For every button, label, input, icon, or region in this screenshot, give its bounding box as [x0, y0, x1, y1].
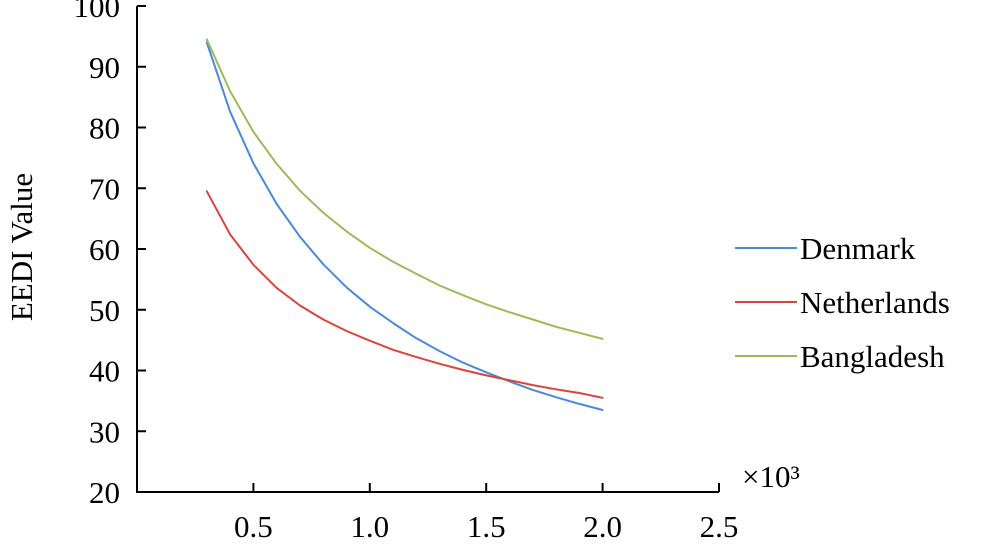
legend-label-denmark: Denmark	[800, 231, 916, 266]
x-tick-label: 1.0	[350, 509, 389, 544]
y-tick-label: 70	[89, 171, 120, 206]
y-tick-label: 60	[89, 232, 120, 267]
y-axis-ticks: 20 30 40 50 60 70 80 90 100	[74, 0, 146, 510]
legend: Denmark Netherlands Bangladesh	[735, 231, 950, 374]
y-tick-label: 90	[89, 50, 120, 85]
legend-label-bangladesh: Bangladesh	[800, 339, 945, 374]
y-tick-label: 20	[89, 475, 120, 510]
x-tick-label: 1.5	[467, 509, 506, 544]
x-tick-label: 0.5	[234, 509, 273, 544]
x-tick-label: 2.0	[583, 509, 622, 544]
plot-area: 0.5 1.0 1.5 2.0 2.5 20 30 40 50 60 70 80 90 100	[74, 0, 739, 544]
series-line-bangladesh	[205, 38, 604, 340]
y-tick-label: 80	[89, 111, 120, 146]
y-tick-label: 30	[89, 414, 120, 449]
y-axis-label: EEDI Value	[4, 173, 39, 321]
legend-label-netherlands: Netherlands	[800, 285, 950, 320]
x-axis-multiplier: ×10³	[742, 459, 800, 494]
x-axis-ticks: 0.5 1.0 1.5 2.0 2.5	[234, 483, 738, 544]
series-lines	[205, 38, 604, 411]
y-tick-label: 50	[89, 293, 120, 328]
series-line-denmark	[205, 41, 604, 411]
x-tick-label: 2.5	[700, 509, 739, 544]
y-tick-label: 40	[89, 354, 120, 389]
y-tick-label: 100	[74, 0, 121, 24]
series-line-netherlands	[205, 190, 604, 399]
